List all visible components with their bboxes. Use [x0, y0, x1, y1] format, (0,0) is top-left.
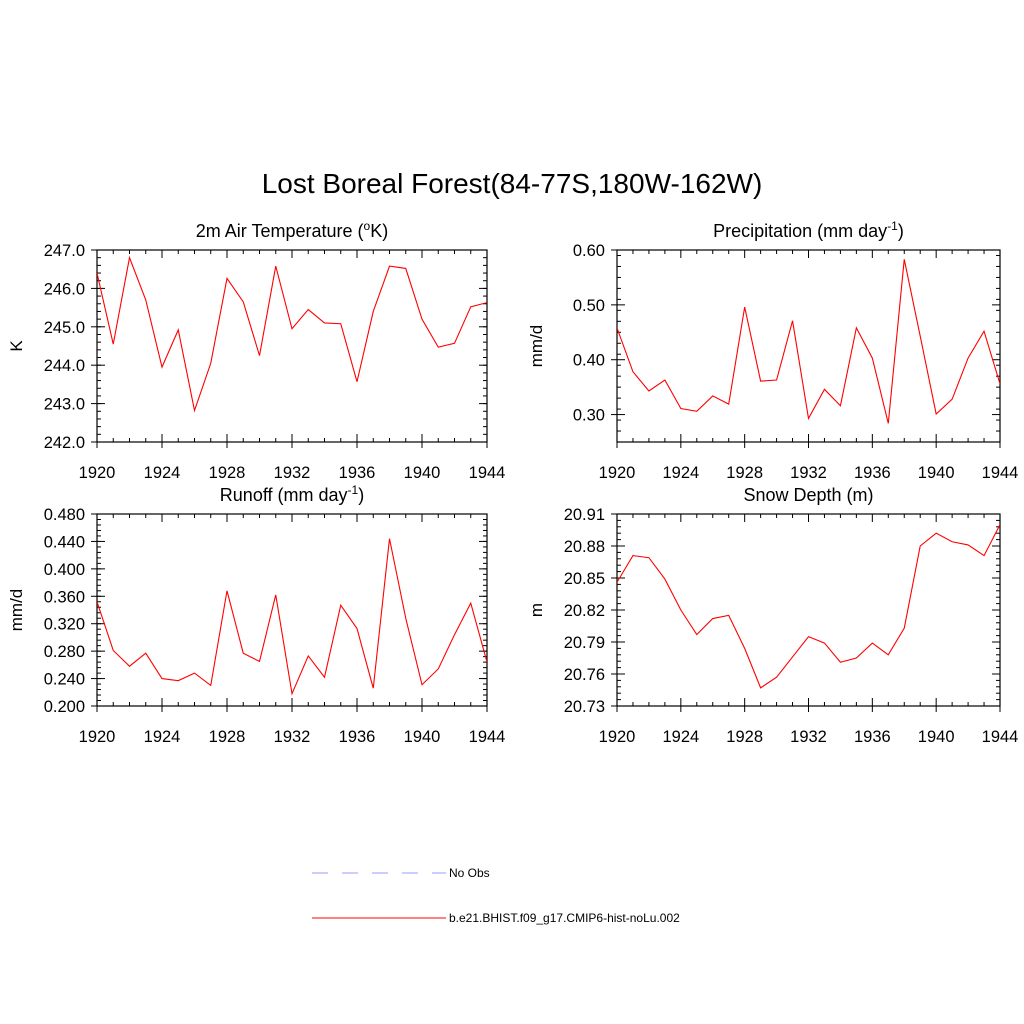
plot-frame [96, 513, 488, 707]
series-line [97, 255, 487, 413]
panel-4: Snow Depth (m) m 1920 1924 1928 1932 1936 1940 1… [527, 485, 1018, 746]
x-tick-label: 1924 [662, 728, 699, 746]
plot-frame [96, 249, 488, 443]
series-line [617, 259, 1000, 424]
x-tick-label: 1936 [854, 464, 891, 482]
x-tick-label: 1936 [339, 728, 376, 746]
legend: No Obs b.e21.BHIST.f09_g17.CMIP6-hist-noL… [312, 866, 680, 925]
y-tick-label: 0.280 [44, 643, 85, 661]
y-tick-label: 0.200 [44, 698, 85, 716]
x-tick-label: 1928 [726, 464, 763, 482]
x-tick-label: 1944 [469, 728, 506, 746]
y-tick-label: 242.0 [44, 434, 85, 452]
x-tick-label: 1920 [79, 728, 116, 746]
legend-label: b.e21.BHIST.f09_g17.CMIP6-hist-noLu.002 [449, 911, 680, 925]
panel-title: 2m Air Temperature (oK) [196, 219, 388, 241]
x-tick-label: 1928 [726, 728, 763, 746]
x-tick-label: 1932 [274, 728, 311, 746]
x-tick-label: 1932 [790, 464, 827, 482]
y-tick-label: 20.85 [564, 570, 605, 588]
y-tick-label: 0.30 [573, 407, 605, 425]
panel-title: Runoff (mm day-1) [220, 483, 364, 505]
x-tick-label: 1940 [918, 728, 955, 746]
x-tick-label: 1932 [790, 728, 827, 746]
y-tick-label: 0.480 [44, 506, 85, 524]
y-tick-label: 0.50 [573, 297, 605, 315]
y-tick-label: 246.0 [44, 280, 85, 298]
x-tick-label: 1924 [144, 464, 181, 482]
y-tick-label: 20.88 [564, 538, 605, 556]
y-axis-label: mm/d [527, 325, 546, 368]
y-axis-label: m [527, 603, 546, 617]
y-tick-label: 0.320 [44, 616, 85, 634]
series-line [617, 524, 1000, 689]
x-tick-label: 1944 [469, 464, 506, 482]
y-tick-label: 243.0 [44, 396, 85, 414]
x-tick-label: 1924 [662, 464, 699, 482]
y-tick-label: 0.440 [44, 533, 85, 551]
series-line [97, 538, 487, 696]
x-tick-label: 1936 [339, 464, 376, 482]
x-tick-label: 1920 [599, 728, 636, 746]
y-tick-label: 0.240 [44, 671, 85, 689]
x-tick-label: 1944 [982, 464, 1019, 482]
panel-title: Precipitation (mm day-1) [713, 219, 904, 241]
plot-frame [616, 249, 1001, 443]
y-tick-label: 20.79 [564, 634, 605, 652]
x-tick-label: 1928 [209, 464, 246, 482]
x-tick-label: 1920 [599, 464, 636, 482]
panel-title: Snow Depth (m) [743, 485, 873, 505]
x-tick-label: 1940 [404, 728, 441, 746]
legend-label: No Obs [449, 866, 490, 880]
panel-3: Runoff (mm day-1) mm/d 1920 1924 1928 1932 193… [7, 483, 505, 746]
y-axis-label: mm/d [7, 589, 26, 632]
y-tick-label: 20.76 [564, 666, 605, 684]
plot-frame [616, 513, 1001, 707]
x-tick-label: 1944 [982, 728, 1019, 746]
y-tick-label: 20.91 [564, 506, 605, 524]
x-tick-label: 1924 [144, 728, 181, 746]
main-title: Lost Boreal Forest(84-77S,180W-162W) [261, 168, 763, 199]
x-tick-label: 1940 [404, 464, 441, 482]
y-tick-label: 245.0 [44, 319, 85, 337]
y-tick-label: 20.82 [564, 602, 605, 620]
x-tick-label: 1920 [79, 464, 116, 482]
x-tick-label: 1940 [918, 464, 955, 482]
y-axis-label: K [7, 340, 26, 352]
panel-2: Precipitation (mm day-1) mm/d 1920 1924 1928… [527, 219, 1018, 482]
y-tick-label: 0.40 [573, 352, 605, 370]
y-tick-label: 244.0 [44, 357, 85, 375]
y-tick-label: 0.400 [44, 561, 85, 579]
x-tick-label: 1928 [209, 728, 246, 746]
y-tick-label: 247.0 [44, 242, 85, 260]
x-tick-label: 1936 [854, 728, 891, 746]
y-tick-label: 20.73 [564, 698, 605, 716]
x-tick-label: 1932 [274, 464, 311, 482]
y-tick-label: 0.60 [573, 242, 605, 260]
panel-1: 2m Air Temperature (oK) K 1920 1924 1928 1932… [7, 219, 505, 482]
y-tick-label: 0.360 [44, 588, 85, 606]
